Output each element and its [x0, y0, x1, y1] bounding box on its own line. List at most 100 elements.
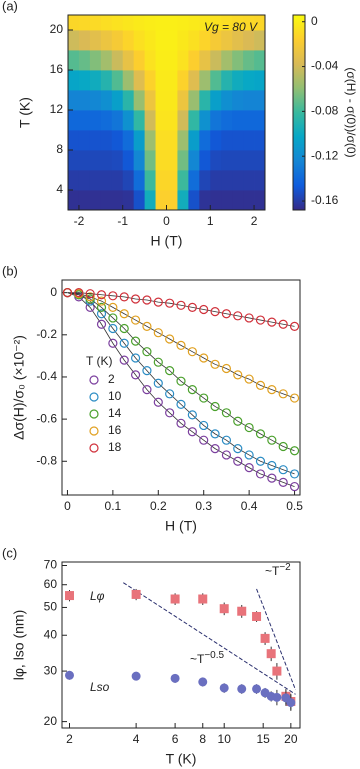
- marker: [165, 366, 175, 376]
- heatmap-cell: [254, 170, 265, 191]
- plot-frame: [61, 561, 301, 729]
- heatmap-cell: [100, 90, 113, 111]
- x-tick-label: -1: [117, 214, 128, 228]
- heatmap-cell: [111, 110, 124, 131]
- heatmap-cell: [78, 130, 91, 151]
- marker: [153, 297, 163, 307]
- series-label: Lφ: [90, 589, 105, 603]
- heatmap-cell: [199, 150, 211, 171]
- heatmap-cell: [188, 130, 200, 151]
- heatmap-cell: [254, 15, 265, 31]
- heatmap-cell: [144, 30, 156, 51]
- heatmap-cell: [155, 190, 167, 210]
- heatmap-cell: [232, 70, 244, 91]
- marker: [170, 594, 180, 604]
- heatmap-cell: [122, 50, 135, 71]
- guide-exponent: −0.5: [204, 650, 224, 661]
- heatmap-cell: [221, 150, 233, 171]
- x-tick-label: 0.2: [150, 499, 167, 513]
- heatmap-cell: [210, 110, 222, 131]
- heatmap-cell: [89, 30, 102, 51]
- heatmap-cell: [188, 170, 200, 191]
- y-tick-label: 4: [56, 182, 63, 196]
- guide-line: [123, 582, 296, 695]
- marker: [153, 357, 163, 367]
- y-tick-label: 16: [50, 62, 64, 76]
- heatmap-cell: [232, 50, 244, 71]
- heatmap-cell: [111, 70, 124, 91]
- heatmap-cell: [111, 170, 124, 191]
- heatmap-cell: [89, 70, 102, 91]
- y-tick-label: 50: [44, 600, 58, 614]
- heatmap-cell: [78, 110, 91, 131]
- heatmap-cell: [100, 150, 113, 171]
- marker: [153, 378, 163, 388]
- heatmap-cell: [89, 130, 102, 151]
- y-tick-label: 20: [50, 22, 64, 36]
- marker: [278, 319, 288, 329]
- marker: [176, 376, 186, 386]
- heatmap-cell: [122, 90, 135, 111]
- heatmap-cell: [100, 70, 113, 91]
- marker: [272, 666, 282, 676]
- heatmap-cell: [100, 30, 113, 51]
- marker: [187, 427, 197, 437]
- heatmap-cell: [155, 70, 167, 91]
- heatmap-cell: [111, 90, 124, 111]
- y-tick-label: 60: [44, 577, 58, 591]
- marker: [233, 311, 243, 321]
- legend-marker: [89, 409, 99, 419]
- heatmap-cell: [210, 30, 222, 51]
- heatmap-cell: [166, 150, 178, 171]
- y-tick-label: 40: [44, 627, 58, 641]
- x-tick-label: 1: [207, 214, 214, 228]
- heatmap-cell: [78, 90, 91, 111]
- heatmap-cell: [177, 170, 189, 191]
- marker: [130, 370, 141, 380]
- heatmap-cell: [144, 110, 156, 131]
- heatmap-cell: [221, 170, 233, 191]
- plot-frame: [67, 14, 266, 211]
- heatmap-cell: [133, 150, 146, 171]
- marker: [199, 420, 209, 431]
- marker: [131, 671, 141, 681]
- marker: [165, 334, 175, 344]
- heatmap-cell: [133, 130, 146, 151]
- x-tick-label: 0.1: [105, 499, 122, 513]
- marker: [176, 399, 186, 409]
- marker: [108, 323, 118, 334]
- heatmap-cell: [188, 110, 200, 131]
- marker: [252, 684, 262, 694]
- heatmap-cell: [78, 170, 91, 191]
- marker: [153, 328, 163, 338]
- marker: [187, 347, 197, 357]
- heatmap-cell: [144, 90, 156, 111]
- heatmap-cell: [243, 15, 255, 31]
- marker: [119, 355, 129, 365]
- marker: [252, 611, 262, 621]
- marker: [142, 295, 152, 305]
- heatmap-cell: [100, 110, 113, 131]
- heatmap-cell: [100, 130, 113, 151]
- heatmap-cell: [133, 170, 146, 191]
- panel-label: (c): [2, 545, 17, 560]
- marker: [210, 444, 220, 454]
- marker: [130, 315, 141, 325]
- marker: [85, 289, 95, 299]
- heatmap-cell: [78, 150, 91, 171]
- marker: [278, 389, 288, 399]
- heatmap-cell: [133, 15, 146, 31]
- heatmap-cell: [243, 110, 255, 131]
- marker: [187, 385, 197, 395]
- marker: [210, 307, 220, 317]
- marker: [289, 469, 300, 479]
- marker: [244, 462, 254, 473]
- marker: [278, 465, 288, 475]
- marker: [187, 410, 197, 420]
- x-tick-label: 2: [251, 214, 258, 228]
- marker: [176, 340, 186, 350]
- heatmap-cell: [133, 70, 146, 91]
- heatmap-cell: [133, 30, 146, 51]
- guide-label: ~T−0.5: [190, 650, 225, 667]
- heatmap-cell: [254, 70, 265, 91]
